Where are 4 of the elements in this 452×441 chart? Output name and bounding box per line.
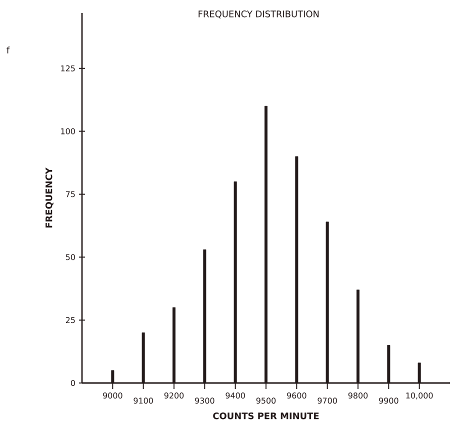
y-axis-title: FREQUENCY — [45, 168, 54, 228]
x-axis-title: COUNTS PER MINUTE — [213, 412, 319, 420]
text: f — [6, 46, 10, 54]
chart-title: FREQUENCY DISTRIBUTION — [198, 10, 319, 18]
